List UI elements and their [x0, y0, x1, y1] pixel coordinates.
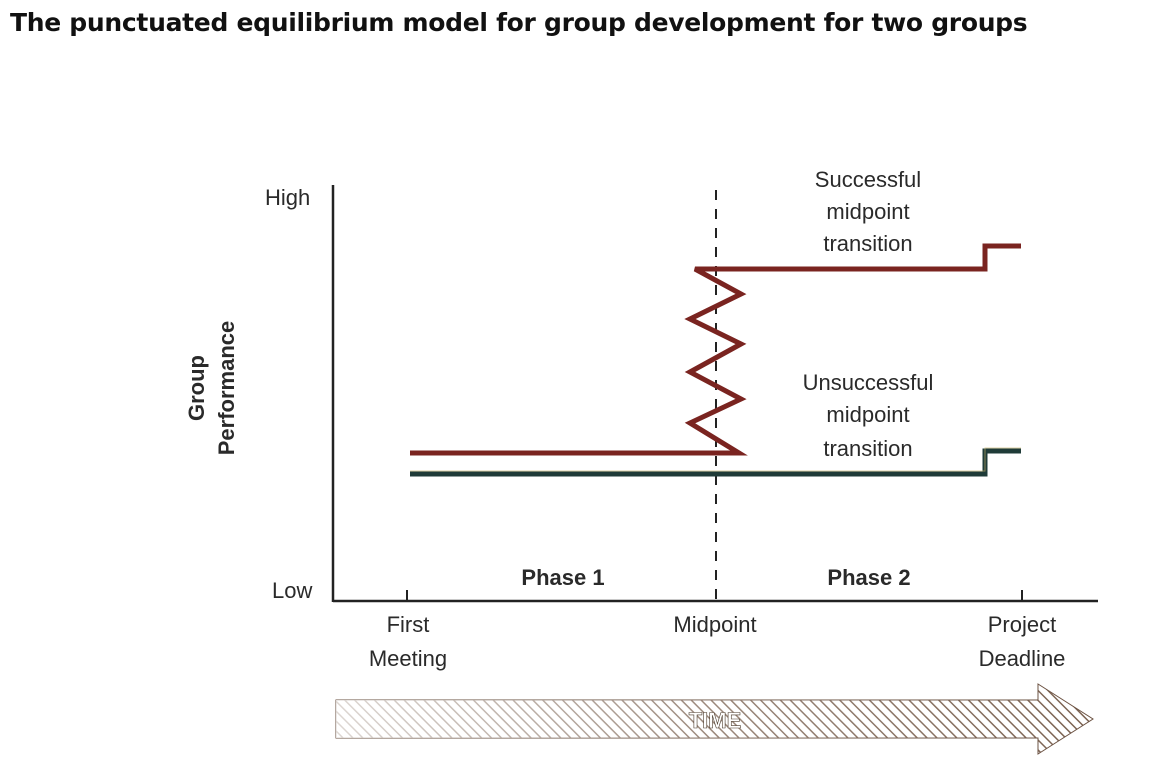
successful-label-line3: transition — [823, 231, 912, 256]
successful-label-line2: midpoint — [826, 199, 909, 224]
y-axis-title: Group Performance — [184, 321, 239, 456]
time-arrow: TIME — [335, 683, 1094, 755]
phase-2-label: Phase 2 — [827, 565, 910, 590]
unsuccessful-label-line2: midpoint — [826, 402, 909, 427]
first-meeting-label-line1: First — [387, 612, 430, 637]
project-deadline-label-line2: Deadline — [979, 646, 1066, 671]
y-axis-title-line2: Performance — [214, 321, 239, 456]
phase-1-label: Phase 1 — [521, 565, 604, 590]
successful-transition-label: Successful midpoint transition — [815, 167, 921, 256]
midpoint-label: Midpoint — [673, 612, 756, 637]
page-title: The punctuated equilibrium model for gro… — [10, 8, 1028, 37]
unsuccessful-transition-label: Unsuccessful midpoint transition — [803, 370, 934, 461]
unsuccessful-label-line3: transition — [823, 436, 912, 461]
successful-label-line1: Successful — [815, 167, 921, 192]
y-high-label: High — [265, 185, 310, 210]
time-arrow-label: TIME — [689, 708, 742, 733]
successful-group-line — [410, 243, 1021, 456]
y-low-label: Low — [272, 578, 312, 603]
project-deadline-label-line1: Project — [988, 612, 1056, 637]
first-meeting-label-line2: Meeting — [369, 646, 447, 671]
unsuccessful-label-line1: Unsuccessful — [803, 370, 934, 395]
unsuccessful-group-line-highlight — [410, 447, 1021, 472]
y-axis-title-line1: Group — [184, 355, 209, 421]
